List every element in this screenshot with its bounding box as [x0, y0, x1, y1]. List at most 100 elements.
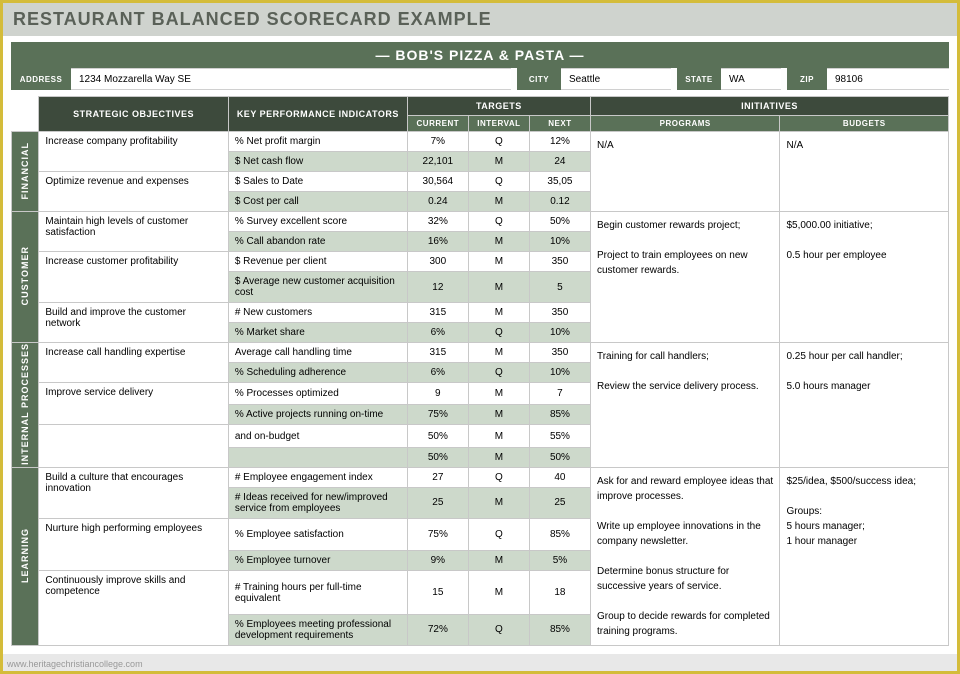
value-cell: 85% [529, 614, 590, 645]
objective-cell: Continuously improve skills and competen… [39, 571, 228, 646]
kpi-cell: % Market share [228, 323, 407, 343]
objective-cell [39, 425, 228, 467]
value-cell: 85% [529, 405, 590, 425]
kpi-cell: % Processes optimized [228, 383, 407, 405]
inner-content: — BOB'S PIZZA & PASTA — ADDRESS 1234 Moz… [3, 36, 957, 654]
value-cell: 50% [529, 447, 590, 467]
budgets-cell: $5,000.00 initiative; 0.5 hour per emplo… [780, 212, 949, 343]
kpi-cell: % Survey excellent score [228, 212, 407, 232]
value-cell: M [468, 252, 529, 272]
kpi-cell: $ Average new customer acquisition cost [228, 272, 407, 303]
document-frame: RESTAURANT BALANCED SCORECARD EXAMPLE — … [0, 0, 960, 674]
section-label: CUSTOMER [12, 212, 39, 343]
value-cell: M [468, 487, 529, 518]
page-title: RESTAURANT BALANCED SCORECARD EXAMPLE [3, 3, 957, 36]
state-value: WA [721, 68, 781, 90]
budgets-cell: $25/idea, $500/success idea; Groups: 5 h… [780, 467, 949, 645]
value-cell: M [468, 343, 529, 363]
value-cell: 10% [529, 232, 590, 252]
kpi-cell: # New customers [228, 303, 407, 323]
value-cell: 24 [529, 152, 590, 172]
address-row: ADDRESS 1234 Mozzarella Way SE CITY Seat… [11, 68, 949, 90]
value-cell: 75% [407, 518, 468, 551]
kpi-cell: $ Revenue per client [228, 252, 407, 272]
value-cell: M [468, 551, 529, 571]
value-cell: Q [468, 323, 529, 343]
value-cell: Q [468, 212, 529, 232]
city-label: CITY [517, 68, 561, 90]
value-cell: Q [468, 132, 529, 152]
value-cell: M [468, 447, 529, 467]
table-row: FINANCIALIncrease company profitability%… [12, 132, 949, 152]
hdr-targets: TARGETS [407, 97, 590, 116]
section-label: INTERNAL PROCESSES [12, 343, 39, 468]
value-cell: M [468, 303, 529, 323]
kpi-cell: # Training hours per full-time equivalen… [228, 571, 407, 615]
budgets-cell: 0.25 hour per call handler; 5.0 hours ma… [780, 343, 949, 468]
value-cell: Q [468, 363, 529, 383]
value-cell: 12 [407, 272, 468, 303]
objective-cell: Maintain high levels of customer satisfa… [39, 212, 228, 252]
hdr-strategic: STRATEGIC OBJECTIVES [39, 97, 228, 132]
kpi-cell: $ Net cash flow [228, 152, 407, 172]
table-row: CUSTOMERMaintain high levels of customer… [12, 212, 949, 232]
objective-cell: Build a culture that encourages innovati… [39, 467, 228, 518]
address-value: 1234 Mozzarella Way SE [71, 68, 511, 90]
address-label: ADDRESS [11, 68, 71, 90]
hdr-budgets: BUDGETS [780, 116, 949, 132]
hdr-programs: PROGRAMS [590, 116, 779, 132]
zip-value: 98106 [827, 68, 949, 90]
value-cell: M [468, 272, 529, 303]
value-cell: 315 [407, 343, 468, 363]
value-cell: M [468, 405, 529, 425]
kpi-cell: $ Cost per call [228, 192, 407, 212]
objective-cell: Nurture high performing employees [39, 518, 228, 571]
kpi-cell: % Employee satisfaction [228, 518, 407, 551]
programs-cell: Begin customer rewards project; Project … [590, 212, 779, 343]
watermark: www.heritagechristiancollege.com [7, 659, 143, 669]
programs-cell: Ask for and reward employee ideas that i… [590, 467, 779, 645]
zip-label: ZIP [787, 68, 827, 90]
value-cell: Q [468, 467, 529, 487]
value-cell: 30,564 [407, 172, 468, 192]
value-cell: M [468, 192, 529, 212]
table-row: INTERNAL PROCESSESIncrease call handling… [12, 343, 949, 363]
value-cell: Q [468, 614, 529, 645]
kpi-cell: and on-budget [228, 425, 407, 447]
objective-cell: Improve service delivery [39, 383, 228, 425]
value-cell: 7 [529, 383, 590, 405]
value-cell: Q [468, 518, 529, 551]
value-cell: 50% [407, 425, 468, 447]
value-cell: 0.24 [407, 192, 468, 212]
objective-cell: Increase call handling expertise [39, 343, 228, 383]
value-cell: 50% [529, 212, 590, 232]
value-cell: M [468, 571, 529, 615]
value-cell: 6% [407, 323, 468, 343]
kpi-cell: % Call abandon rate [228, 232, 407, 252]
value-cell: 40 [529, 467, 590, 487]
value-cell: 350 [529, 343, 590, 363]
state-label: STATE [677, 68, 721, 90]
value-cell: Q [468, 172, 529, 192]
value-cell: 85% [529, 518, 590, 551]
programs-cell: N/A [590, 132, 779, 212]
section-label: LEARNING [12, 467, 39, 645]
kpi-cell [228, 447, 407, 467]
value-cell: 72% [407, 614, 468, 645]
kpi-cell: Average call handling time [228, 343, 407, 363]
value-cell: M [468, 232, 529, 252]
value-cell: 7% [407, 132, 468, 152]
value-cell: 35,05 [529, 172, 590, 192]
city-value: Seattle [561, 68, 671, 90]
value-cell: 350 [529, 303, 590, 323]
kpi-cell: % Active projects running on-time [228, 405, 407, 425]
value-cell: 0.12 [529, 192, 590, 212]
value-cell: 6% [407, 363, 468, 383]
value-cell: 50% [407, 447, 468, 467]
budgets-cell: N/A [780, 132, 949, 212]
value-cell: 350 [529, 252, 590, 272]
scorecard-table: STRATEGIC OBJECTIVES KEY PERFORMANCE IND… [11, 96, 949, 646]
kpi-cell: # Employee engagement index [228, 467, 407, 487]
hdr-interval: INTERVAL [468, 116, 529, 132]
value-cell: 75% [407, 405, 468, 425]
